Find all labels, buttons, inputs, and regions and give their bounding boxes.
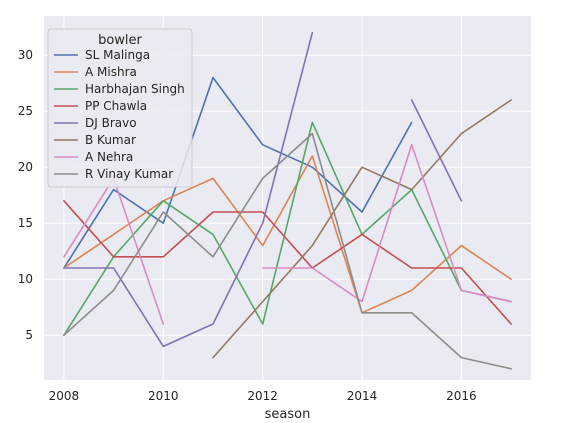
- legend: bowler SL Malinga A Mishra Harbhajan Singh…: [47, 28, 193, 188]
- y-tick-label: 10: [18, 272, 33, 286]
- x-tick-label: 2010: [148, 389, 179, 403]
- x-tick-label: 2008: [49, 389, 80, 403]
- y-tick-label: 5: [25, 328, 33, 342]
- series-line-sl-malinga: [63, 76, 413, 269]
- y-tick-label: 15: [18, 216, 33, 230]
- y-tick-label: 20: [18, 160, 33, 174]
- legend-label: A Mishra: [85, 65, 137, 79]
- legend-label: A Nehra: [85, 150, 133, 164]
- x-tick-label: 2016: [446, 389, 477, 403]
- y-axis-ticks: 5 10 15 20 25 30: [18, 48, 33, 342]
- x-axis-ticks: 2008 2010 2012 2014 2016: [49, 389, 477, 403]
- series-line-r-vinay-kumar: [63, 132, 512, 370]
- y-tick-label: 25: [18, 104, 33, 118]
- legend-label: PP Chawla: [85, 99, 147, 113]
- series-line-pp-chawla: [63, 200, 512, 325]
- series-line-b-kumar: [212, 99, 512, 359]
- series-lines: [63, 31, 512, 370]
- y-tick-label: 30: [18, 48, 33, 62]
- legend-label: Harbhajan Singh: [85, 82, 185, 96]
- legend-title: bowler: [98, 33, 142, 48]
- legend-label: B Kumar: [85, 133, 136, 147]
- series-line-harbhajan-singh: [63, 121, 512, 337]
- legend-label: R Vinay Kumar: [85, 167, 173, 181]
- series-line-a-nehra: [261, 144, 512, 303]
- x-tick-label: 2012: [247, 389, 278, 403]
- legend-box: [47, 28, 193, 188]
- legend-items: SL Malinga A Mishra Harbhajan Singh PP Chaw…: [54, 48, 185, 181]
- x-tick-label: 2014: [347, 389, 378, 403]
- legend-label: SL Malinga: [85, 48, 150, 62]
- x-axis-label: season: [265, 407, 311, 422]
- series-line-dj-bravo: [63, 31, 314, 348]
- series-line-dj-bravo: [410, 99, 463, 202]
- legend-label: DJ Bravo: [85, 116, 137, 130]
